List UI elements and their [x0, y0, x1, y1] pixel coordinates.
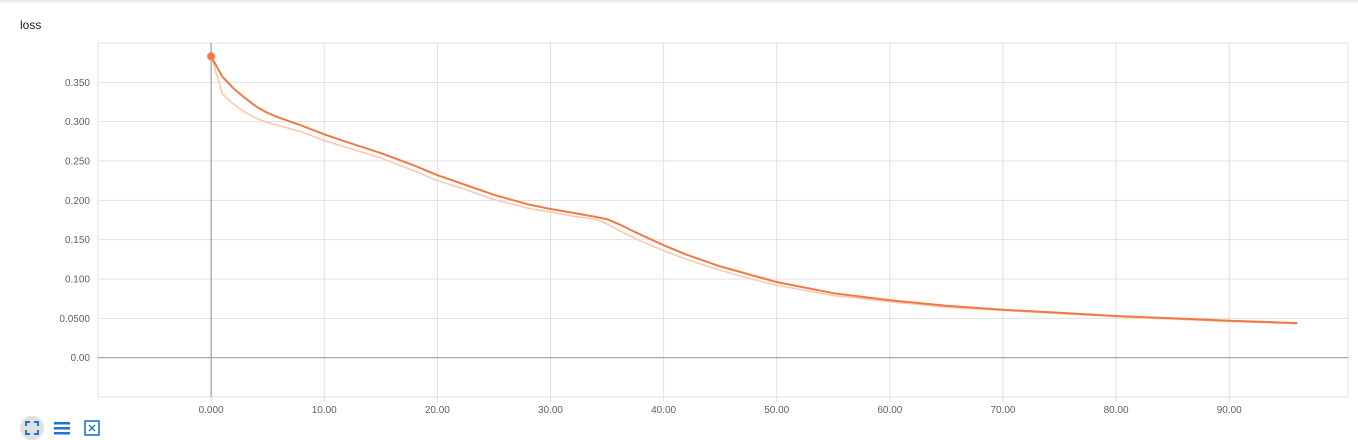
series-layer: [207, 52, 1298, 325]
x-tick-label: 30.00: [538, 405, 563, 416]
smoothed-loss-line: [210, 55, 1298, 325]
raw-loss-line: [210, 56, 1298, 325]
x-tick-label: 10.00: [312, 405, 337, 416]
y-tick-label: 0.00: [71, 353, 91, 364]
y-tick-label: 0.300: [65, 117, 90, 128]
x-tick-label: 90.00: [1217, 405, 1242, 416]
axis-layer: [98, 43, 1348, 397]
y-tick-label: 0.150: [65, 235, 90, 246]
y-tick-label: 0.350: [65, 78, 90, 89]
y-tick-label: 0.100: [65, 275, 90, 286]
x-tick-label: 40.00: [651, 405, 676, 416]
x-tick-label: 50.00: [764, 405, 789, 416]
chart-toolbar: [20, 416, 104, 440]
toggle-series-list-button[interactable]: [50, 416, 74, 440]
x-tick-label: 20.00: [425, 405, 450, 416]
x-tick-label: 0.000: [199, 405, 224, 416]
fit-domain-button[interactable]: [80, 416, 104, 440]
y-tick-label: 0.250: [65, 157, 90, 168]
card-title: loss: [20, 18, 42, 32]
fullscreen-icon: [25, 421, 39, 435]
y-tick-label: 0.0500: [59, 314, 90, 325]
top-shadow: [0, 0, 1358, 4]
grid-layer: [97, 42, 1349, 402]
x-tick-label: 60.00: [877, 405, 902, 416]
fullscreen-button[interactable]: [20, 416, 44, 440]
x-tick-label: 80.00: [1104, 405, 1129, 416]
hover-point: [207, 52, 216, 61]
label-layer: 0.00 0.0500 0.100 0.150 0.200 0.250 0.300 0.350…: [59, 78, 1242, 416]
fit-domain-icon: [84, 420, 100, 436]
y-tick-label: 0.200: [65, 196, 90, 207]
x-tick-label: 70.00: [990, 405, 1015, 416]
